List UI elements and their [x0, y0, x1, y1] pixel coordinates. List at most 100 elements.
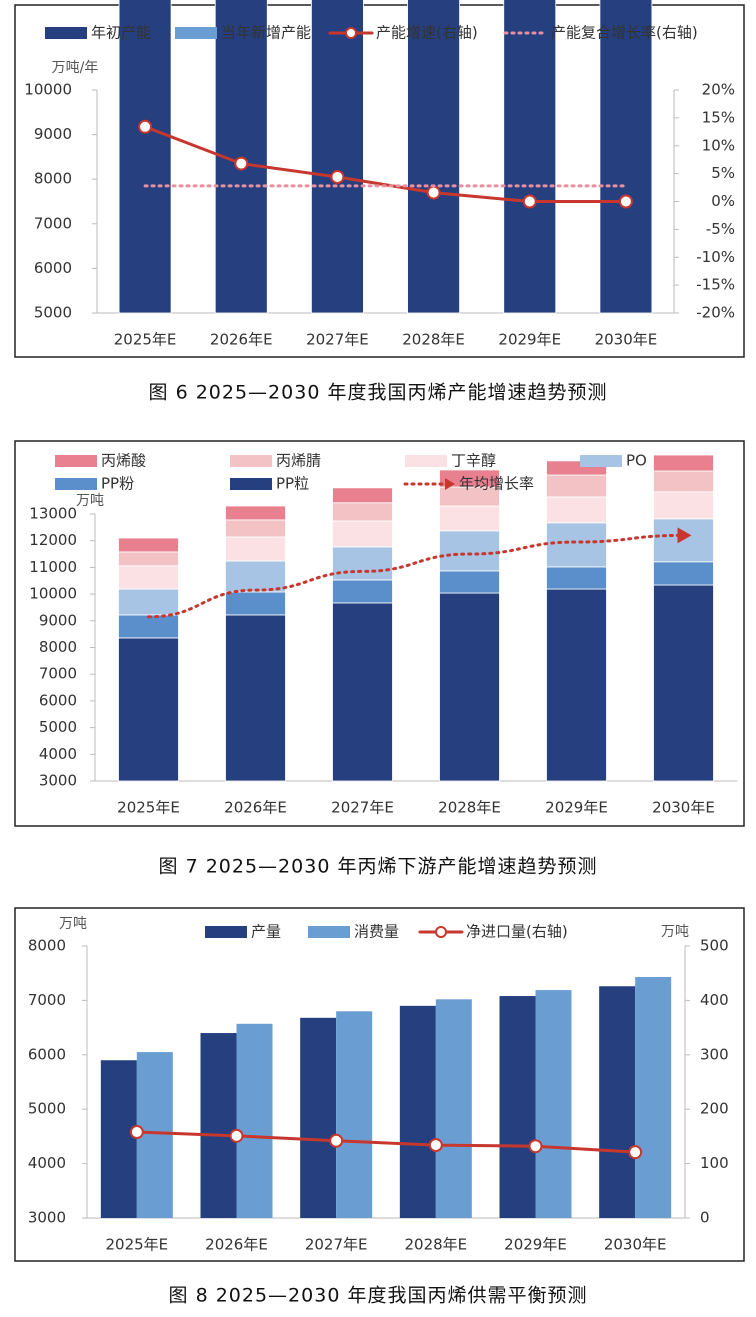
bar-segment [332, 520, 393, 548]
y-tick-label: 13000 [29, 505, 77, 523]
bar-segment [118, 565, 179, 590]
y2-tick-label: -20% [696, 304, 735, 322]
bar [336, 1011, 373, 1218]
x-tick-label: 2030年E [604, 1236, 667, 1254]
x-tick-label: 2026年E [205, 1236, 268, 1254]
x-tick-label: 2027年E [331, 799, 394, 817]
y2-tick-label: 10% [702, 136, 735, 154]
x-tick-label: 2030年E [652, 799, 715, 817]
bar-segment [439, 530, 500, 572]
legend-marker [345, 27, 357, 39]
bar-segment [225, 536, 286, 562]
bar [236, 1023, 273, 1218]
bar [599, 986, 636, 1218]
line-marker [138, 119, 153, 134]
bar-segment [332, 546, 393, 581]
line-marker [234, 156, 249, 171]
y-tick-label: 6000 [28, 1045, 66, 1063]
bar-segment [332, 602, 393, 782]
x-tick-label: 2028年E [402, 331, 465, 349]
y-tick-label: 9000 [34, 125, 72, 143]
line-marker [528, 1139, 543, 1154]
line-marker [229, 1128, 244, 1143]
y-axis-unit: 万吨/年 [52, 60, 99, 76]
bar-segment [439, 570, 500, 594]
legend-label: PP粒 [276, 475, 309, 493]
y-tick-label: 6000 [34, 259, 72, 277]
y-tick-label: 9000 [39, 611, 77, 629]
bar [635, 977, 672, 1218]
x-tick-label: 2028年E [405, 1236, 468, 1254]
y2-tick-label: 400 [700, 991, 729, 1009]
line-marker [522, 194, 537, 209]
line-marker [426, 185, 441, 200]
y2-tick-label: 200 [700, 1100, 729, 1118]
legend-label: PO [626, 452, 647, 470]
bar-segment [118, 637, 179, 782]
x-tick-label: 2025年E [117, 799, 180, 817]
bar-segment [653, 518, 714, 563]
y-tick-label: 8000 [34, 170, 72, 188]
legend-swatch [230, 455, 272, 467]
y-tick-label: 7000 [34, 214, 72, 232]
legend-swatch [55, 455, 97, 467]
bar-segment [332, 502, 393, 522]
legend-label: 年初产能 [91, 24, 151, 42]
bar-segment [546, 496, 607, 524]
legend-arrow [445, 478, 455, 490]
bar [200, 1033, 237, 1218]
legend-label: 丙烯酸 [101, 452, 146, 470]
y-tick-label: 6000 [39, 691, 77, 709]
bar-segment [311, 0, 364, 314]
bar-segment [653, 561, 714, 586]
y-tick-label: 3000 [28, 1209, 66, 1227]
bar-segment [546, 588, 607, 782]
legend-label: PP粉 [101, 475, 134, 493]
legend-label: 消费量 [354, 923, 399, 941]
bar [535, 990, 572, 1218]
bar-segment [118, 588, 179, 616]
y-tick-label: 7000 [28, 991, 66, 1009]
y-tick-label: 8000 [39, 638, 77, 656]
caption: 图 8 2025—2030 年度我国丙烯供需平衡预测 [169, 1285, 588, 1307]
y-tick-label: 4000 [39, 745, 77, 763]
bar-segment [225, 560, 286, 593]
x-tick-label: 2025年E [114, 331, 177, 349]
x-tick-label: 2029年E [498, 331, 561, 349]
bar [399, 1005, 436, 1218]
bar-segment [653, 584, 714, 782]
bar-segment [653, 470, 714, 493]
y2-tick-label: -10% [696, 248, 735, 266]
legend-label: 净进口量(右轴) [466, 923, 568, 941]
line-marker [330, 169, 345, 184]
bar-segment [546, 474, 607, 498]
x-tick-label: 2029年E [545, 799, 608, 817]
chart-frame [14, 4, 745, 358]
legend-swatch [55, 478, 97, 490]
x-tick-label: 2027年E [306, 331, 369, 349]
bar [100, 1060, 137, 1218]
legend-label: 丁辛醇 [451, 452, 496, 470]
legend-swatch [230, 478, 272, 490]
bar [300, 1017, 337, 1218]
caption: 图 7 2025—2030 年丙烯下游产能增速趋势预测 [159, 856, 598, 878]
y-tick-label: 4000 [28, 1154, 66, 1172]
y-tick-label: 10000 [29, 585, 77, 603]
x-tick-label: 2025年E [106, 1236, 169, 1254]
bar-segment [653, 454, 714, 472]
x-tick-label: 2026年E [224, 799, 287, 817]
bar [499, 996, 536, 1218]
bar [435, 999, 472, 1218]
x-tick-label: 2029年E [504, 1236, 567, 1254]
x-tick-label: 2030年E [595, 331, 658, 349]
y2-tick-label: 500 [700, 937, 729, 955]
x-tick-label: 2026年E [210, 331, 273, 349]
legend-swatch [580, 455, 622, 467]
y-tick-label: 5000 [34, 304, 72, 322]
bar-segment [118, 537, 179, 553]
bar-segment [118, 614, 179, 639]
legend-label: 产能增速(右轴) [376, 24, 478, 42]
y-tick-label: 10000 [24, 81, 72, 99]
legend-label: 年均增长率 [459, 475, 534, 493]
bar-segment [118, 551, 179, 567]
